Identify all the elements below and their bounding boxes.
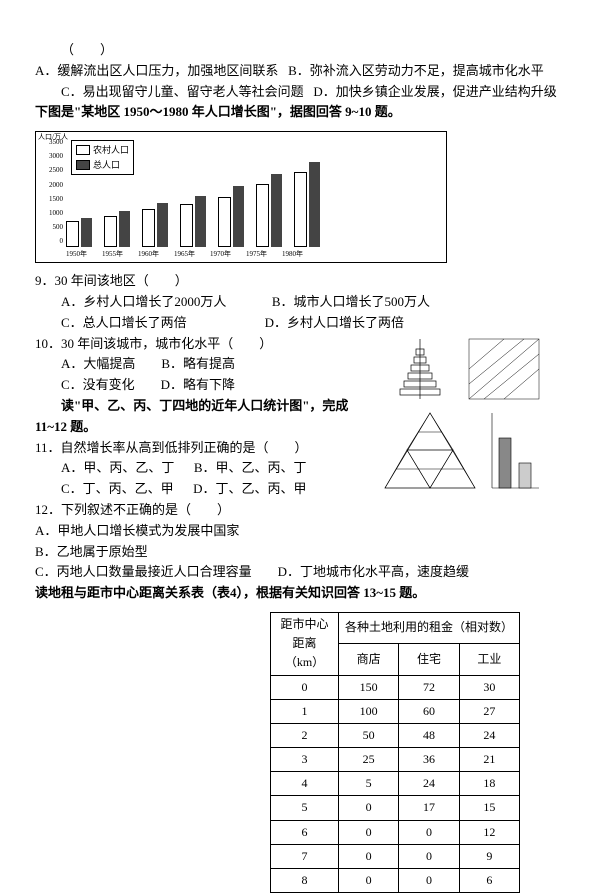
opt-c: C．易出现留守儿童、留守老人等社会问题 [61, 84, 304, 99]
opt-b: B．弥补流入区劳动力不足，提高城市化水平 [288, 63, 544, 78]
y-axis: 3500300025002000150010005000 [38, 137, 63, 247]
table-row: 452418 [270, 772, 519, 796]
col-工业: 工业 [459, 644, 519, 675]
q11-c: C．丁、丙、乙、甲 [61, 481, 174, 496]
population-diagrams [380, 334, 560, 514]
question-block: （ ） A．缓解流出区人口压力，加强地区间联系 B．弥补流入区劳动力不足，提高城… [35, 40, 560, 123]
bar-mini-icon [484, 408, 544, 498]
blank-paren: （ ） [35, 40, 560, 61]
x-axis: 1950年1955年1960年1965年1970年1975年1980年 [66, 249, 436, 260]
rent-table: 距市中心距离（km） 各种土地利用的租金（相对数） 商店住宅工业 0150723… [270, 612, 520, 893]
table-row: 501715 [270, 796, 519, 820]
pyramid-icon [380, 334, 460, 404]
q9-a: A．乡村人口增长了2000万人 [61, 294, 226, 309]
q9-stem: 9．30 年间该地区（ ） [35, 271, 560, 292]
q12-c: C．丙地人口数量最接近人口合理容量 [35, 564, 252, 579]
q9-c: C．总人口增长了两倍 [61, 315, 187, 330]
q9-d: D．乡村人口增长了两倍 [265, 315, 404, 330]
head-rent: 各种土地利用的租金（相对数） [338, 612, 519, 643]
q10-d: D．略有下降 [161, 377, 235, 392]
q10-a: A．大幅提高 [61, 356, 135, 371]
triangle-icon [380, 408, 480, 498]
bar-chart: 人口/万人 3500300025002000150010005000 农村人口总… [35, 131, 447, 263]
q9: 9．30 年间该地区（ ） A．乡村人口增长了2000万人 B．城市人口增长了5… [35, 271, 560, 333]
table-row: 60012 [270, 820, 519, 844]
table-intro: 读地租与距市中心距离关系表（表4），根据有关知识回答 13~15 题。 [35, 583, 560, 604]
q12-b: B．乙地属于原始型 [35, 542, 560, 563]
q11-b: B．甲、乙、丙、丁 [194, 460, 307, 475]
head-distance: 距市中心距离（km） [270, 612, 338, 675]
q11-d: D．丁、乙、丙、甲 [193, 481, 306, 496]
bars-area [66, 162, 436, 247]
q9-b: B．城市人口增长了500万人 [272, 294, 430, 309]
q10-c: C．没有变化 [61, 377, 135, 392]
table-row: 8006 [270, 869, 519, 893]
table-row: 3253621 [270, 748, 519, 772]
q11-a: A．甲、丙、乙、丁 [61, 460, 174, 475]
q12-a: A．甲地人口增长模式为发展中国家 [35, 521, 560, 542]
q10-b: B．略有提高 [161, 356, 235, 371]
grid-icon [464, 334, 544, 404]
table-row: 11006027 [270, 699, 519, 723]
chart-intro: 下图是"某地区 1950～1980 年人口增长图"，据图回答 9~10 题。 [35, 102, 560, 123]
table-row: 7009 [270, 844, 519, 868]
opt-a: A．缓解流出区人口压力，加强地区间联系 [35, 63, 278, 78]
opt-d: D．加快乡镇企业发展，促进产业结构升级 [313, 84, 556, 99]
q10-and-diagrams: 10．30 年间该城市，城市化水平（ ） A．大幅提高 B．略有提高 C．没有变… [35, 334, 560, 584]
q12-d: D．丁地城市化水平高，速度趋缓 [278, 564, 469, 579]
col-住宅: 住宅 [399, 644, 459, 675]
table-row: 01507230 [270, 675, 519, 699]
col-商店: 商店 [338, 644, 398, 675]
table-row: 2504824 [270, 723, 519, 747]
